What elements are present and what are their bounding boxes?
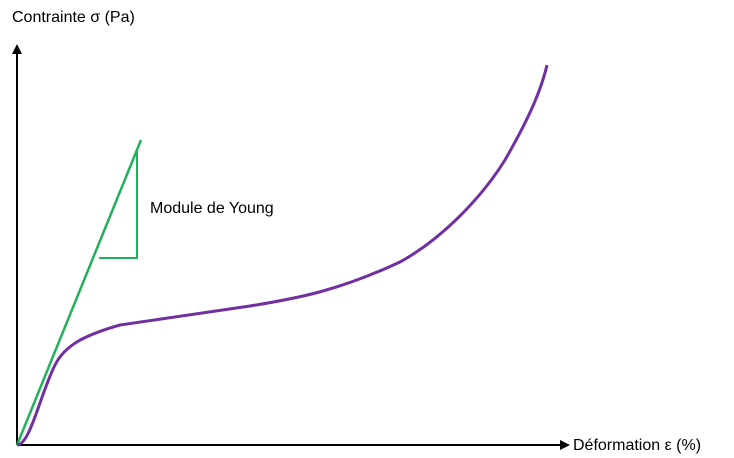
annotation: Module de Young (150, 200, 274, 217)
stress-strain-curve (16, 64, 549, 447)
y-axis-label: Contrainte σ (Pa) (12, 9, 135, 26)
young-modulus-line (15, 139, 143, 446)
slope-triangle (99, 150, 138, 259)
x-axis-label: Déformation ε (%) (573, 437, 701, 454)
